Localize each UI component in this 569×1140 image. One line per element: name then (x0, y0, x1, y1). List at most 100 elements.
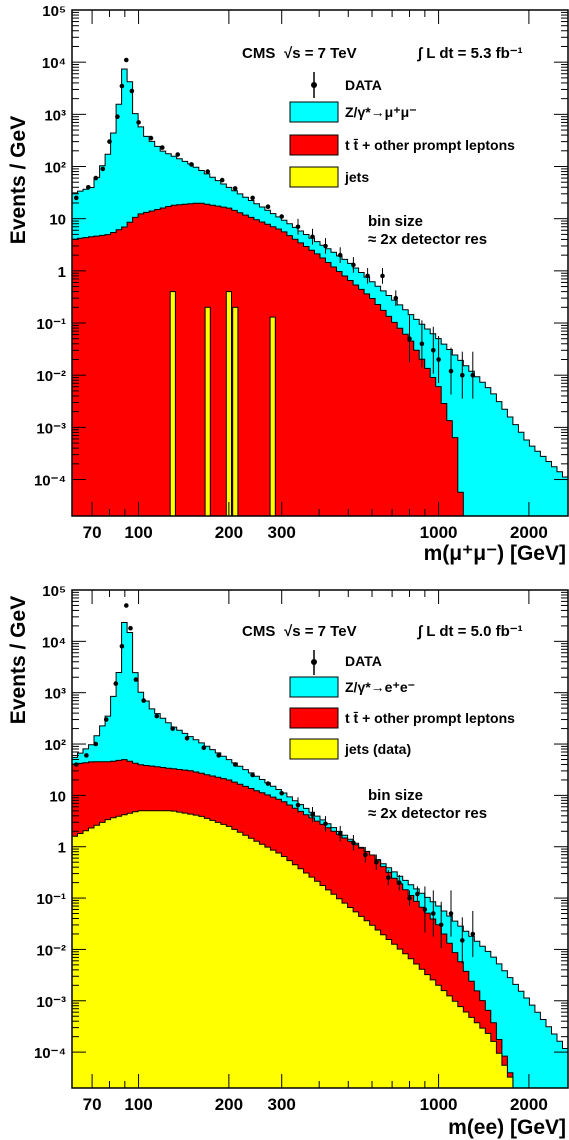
bottom-y-tick-label: 10³ (44, 686, 66, 703)
bottom-data-point (265, 781, 271, 786)
bottom-y-tick-label: 10⁻⁴ (34, 1045, 66, 1062)
top-data-point (107, 139, 112, 144)
top-data-point (160, 145, 165, 150)
top-ttbar-histogram (71, 202, 568, 517)
top-data-point (436, 357, 441, 362)
bottom-panel: 10⁻⁴ 10⁻³ 10⁻² 10⁻¹ 1 10 10² 10³ 10⁴ 10⁵ 70 100 200 3… (7, 583, 569, 1139)
top-jets-bar (225, 291, 233, 517)
top-data-point (136, 120, 141, 125)
top-experiment-label: CMS (242, 45, 275, 62)
bottom-bin-size-label: bin size (368, 787, 423, 804)
top-y-tick-label: 10⁻² (36, 368, 66, 385)
bottom-y-tick-label: 10⁴ (42, 634, 66, 651)
top-data-point (380, 273, 385, 279)
bottom-y-axis-title: Events / GeV (7, 596, 30, 724)
bottom-x-tick-label: 70 (83, 1095, 102, 1114)
top-data-point (115, 114, 120, 119)
top-frame (71, 9, 569, 517)
bottom-data-point (407, 895, 412, 901)
top-data-point (124, 57, 129, 63)
bottom-data-point (422, 907, 428, 912)
bottom-experiment-label: CMS (242, 623, 275, 640)
top-data-point (148, 135, 154, 141)
bottom-data-point (103, 717, 109, 722)
top-y-axis-title: Events / GeV (7, 116, 30, 244)
bottom-data-point (470, 931, 476, 937)
top-legend-dy-swatch (289, 101, 339, 123)
bottom-data-point (351, 840, 356, 845)
top-lumi-label: ∫ L dt = 5.3 fb⁻¹ (417, 45, 523, 62)
top-y-tick-label: 10⁴ (42, 55, 66, 72)
bottom-x-tick-label: 300 (268, 1095, 296, 1114)
bottom-plot-area (71, 603, 569, 1089)
bottom-y-tick-label: 10² (44, 737, 66, 754)
bottom-bin-res-label: ≈ 2x detector res (368, 805, 487, 822)
top-jets-bar (269, 316, 276, 517)
top-legend-jets-label: jets (344, 169, 369, 185)
top-data-point (232, 186, 238, 191)
bottom-data-point (323, 821, 328, 827)
bottom-energy-label: √s = 7 TeV (284, 623, 357, 640)
bottom-data-point (154, 713, 160, 719)
bottom-data-point (113, 681, 119, 686)
top-jets-bar (204, 306, 211, 517)
bottom-y-tick-label: 10⁵ (42, 583, 66, 600)
bottom-data-point (141, 698, 146, 703)
top-data-point (295, 224, 301, 230)
top-bin-res-label: ≈ 2x detector res (368, 231, 487, 248)
bottom-data-point (232, 762, 238, 767)
top-data-point (219, 177, 225, 183)
bottom-legend-dy-swatch (289, 676, 339, 698)
bottom-jets-histogram (71, 810, 568, 1089)
top-data-point (431, 348, 436, 353)
top-legend-jets-swatch (289, 166, 339, 188)
bottom-legend: DATA Z/γ*→e⁺e⁻ t t̄ + other prompt lepto… (289, 650, 515, 760)
top-data-point (119, 83, 125, 89)
bottom-data-point (119, 644, 125, 649)
top-jets-bar (169, 291, 176, 517)
top-legend-dy-label: Z/γ*→μ⁺μ⁻ (345, 104, 417, 120)
top-y-tick-label: 10³ (44, 107, 66, 124)
top-plot-area (71, 57, 569, 517)
top-x-tick-label: 2000 (510, 523, 548, 542)
bottom-data-point (184, 735, 190, 741)
top-x-tick-label: 200 (215, 523, 243, 542)
top-data-point (100, 166, 106, 172)
bottom-data-point (295, 802, 301, 808)
top-legend-ttbar-label: t t̄ + other prompt leptons (345, 137, 515, 153)
bottom-data-point (250, 772, 255, 778)
top-data-point (407, 336, 412, 342)
bottom-data-point (386, 875, 391, 880)
bottom-y-tick-label: 1 (58, 840, 66, 857)
top-energy-label: √s = 7 TeV (284, 45, 357, 62)
bottom-y-tick-label: 10⁻¹ (36, 891, 66, 908)
bottom-data-point (93, 741, 99, 747)
top-data-point (175, 152, 180, 157)
top-data-point (470, 372, 476, 378)
bottom-frame (71, 589, 569, 1089)
bottom-data-point (397, 880, 402, 885)
bottom-data-point (279, 791, 285, 796)
bottom-data-point (363, 852, 368, 857)
top-data-point (250, 195, 255, 201)
bottom-data-point (460, 938, 465, 943)
bottom-data-point (133, 677, 139, 682)
bottom-x-tick-label: 2000 (510, 1095, 548, 1114)
top-data-point (460, 372, 465, 378)
top-bin-size-label: bin size (368, 213, 423, 230)
top-data-point (86, 185, 91, 190)
top-data-point (323, 243, 328, 249)
bottom-legend-jets-label: jets (data) (344, 741, 411, 757)
top-data-point (365, 273, 370, 279)
top-y-tick-label: 1 (58, 264, 66, 281)
bottom-y-tick-label: 10⁻³ (36, 994, 66, 1011)
bottom-ticks: 10⁻⁴ 10⁻³ 10⁻² 10⁻¹ 1 10 10² 10³ 10⁴ 10⁵ 70 100 200 3… (34, 583, 568, 1114)
top-x-tick-label: 1000 (420, 523, 458, 542)
bottom-y-tick-label: 10⁻² (36, 942, 66, 959)
bottom-x-axis-title: m(ee) [GeV] (448, 1116, 566, 1139)
bottom-data-point (438, 922, 444, 928)
bottom-x-tick-label: 200 (215, 1095, 243, 1114)
bottom-data-point (170, 726, 175, 731)
top-y-tick-label: 10 (49, 212, 66, 229)
